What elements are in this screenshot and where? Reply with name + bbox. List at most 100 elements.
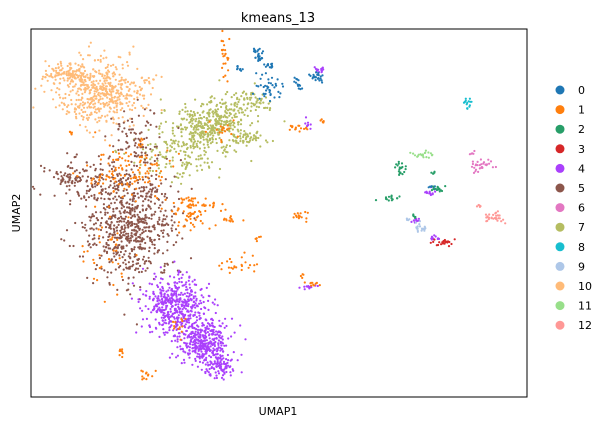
- point-7-2-34: [233, 93, 236, 96]
- point-4-0-348: [154, 295, 157, 298]
- point-5-0-637: [124, 263, 127, 266]
- point-7-0-236: [246, 114, 249, 117]
- point-5-0-503: [173, 205, 176, 208]
- point-5-0-1: [161, 220, 164, 223]
- point-7-2-28: [266, 106, 269, 109]
- point-4-1-47: [200, 368, 203, 371]
- point-5-0-619: [119, 219, 122, 222]
- point-1-0-113: [92, 177, 95, 180]
- point-5-0-530: [135, 323, 138, 326]
- point-7-1-44: [170, 181, 173, 184]
- point-2-0-18: [397, 162, 400, 165]
- point-5-0-460: [131, 229, 134, 232]
- point-5-0-181: [112, 207, 115, 211]
- point-10-0-78: [90, 81, 93, 84]
- point-0-1-1: [278, 96, 281, 99]
- point-10-0-436: [107, 76, 111, 79]
- point-7-1-100: [203, 133, 206, 136]
- point-4-1-137: [181, 347, 184, 350]
- point-1-0-112: [140, 137, 143, 140]
- point-7-2-57: [247, 102, 250, 105]
- point-1-0-64: [156, 197, 159, 200]
- point-1-0-119: [115, 158, 118, 161]
- point-7-1-102: [204, 151, 207, 154]
- point-5-0-466: [127, 267, 130, 270]
- point-10-0-273: [112, 110, 115, 113]
- point-7-1-43: [171, 159, 174, 162]
- point-4-1-28: [221, 322, 224, 325]
- point-5-0-410: [120, 235, 123, 238]
- point-1-0-109: [151, 163, 154, 166]
- point-10-0-337: [84, 110, 87, 113]
- point-1-5-0: [191, 212, 194, 215]
- point-10-0-257: [105, 119, 108, 122]
- point-7-2-30: [249, 109, 252, 112]
- point-5-0-498: [125, 179, 128, 182]
- point-6-0-19: [481, 166, 484, 169]
- point-5-0-479: [149, 200, 153, 203]
- point-7-2-74: [250, 102, 253, 105]
- point-7-0-184: [202, 138, 205, 141]
- point-5-0-110: [130, 216, 133, 219]
- point-10-0-499: [117, 89, 120, 92]
- point-5-0-46: [119, 212, 122, 215]
- point-1-0-31: [130, 193, 134, 196]
- point-4-1-118: [196, 352, 199, 355]
- point-7-0-296: [226, 120, 229, 124]
- point-5-0-563: [123, 313, 126, 316]
- point-12-0-25: [504, 222, 507, 225]
- point-4-1-378: [210, 329, 214, 332]
- point-3-0-18: [446, 241, 449, 244]
- point-4-0-417: [195, 299, 198, 302]
- point-7-0-370: [208, 112, 211, 115]
- point-5-1-48: [94, 175, 97, 178]
- point-5-3-10: [130, 117, 134, 120]
- point-4-0-426: [162, 323, 165, 326]
- point-5-0-645: [153, 202, 156, 205]
- point-4-1-328: [199, 335, 202, 338]
- point-4-0-8: [191, 343, 194, 346]
- point-0-1-18: [265, 89, 268, 92]
- point-4-1-108: [193, 342, 197, 345]
- point-11-0-16: [409, 151, 412, 154]
- legend-label-6: 6: [578, 202, 585, 215]
- point-10-0-399: [101, 73, 104, 76]
- point-1-15-9: [315, 281, 318, 284]
- point-3-0-15: [441, 242, 445, 245]
- point-5-0-324: [130, 160, 133, 163]
- point-1-1-50: [185, 219, 189, 222]
- point-5-0-687: [148, 205, 151, 208]
- point-1-1-18: [219, 209, 223, 212]
- point-4-1-106: [191, 363, 194, 366]
- point-10-0-513: [103, 74, 106, 77]
- point-10-0-101: [73, 110, 76, 113]
- point-1-4-3: [220, 138, 223, 142]
- point-4-0-406: [189, 309, 192, 312]
- point-7-1-115: [157, 167, 160, 170]
- point-7-0-315: [189, 110, 193, 113]
- point-7-0-330: [215, 104, 218, 108]
- point-7-0-48: [202, 126, 205, 130]
- point-7-1-103: [158, 151, 161, 154]
- point-5-0-602: [129, 209, 132, 212]
- point-10-0-254: [131, 104, 134, 107]
- point-4-1-366: [212, 331, 215, 334]
- point-11-0-17: [431, 153, 434, 156]
- point-0-4-9: [268, 66, 271, 69]
- point-10-0-439: [109, 84, 112, 87]
- point-4-3-11: [303, 288, 306, 291]
- point-5-0-239: [118, 254, 121, 257]
- point-5-0-443: [127, 277, 130, 280]
- point-5-1-58: [94, 185, 97, 188]
- point-5-0-487: [139, 286, 142, 289]
- point-7-2-64: [243, 98, 246, 101]
- point-10-0-475: [78, 87, 81, 90]
- point-1-1-55: [172, 201, 175, 205]
- point-10-0-460: [95, 71, 98, 74]
- point-4-0-449: [173, 284, 176, 287]
- point-4-1-84: [227, 337, 230, 340]
- point-7-1-32: [184, 154, 187, 157]
- point-10-0-242: [40, 84, 43, 87]
- point-5-0-609: [117, 189, 120, 192]
- point-7-0-293: [225, 146, 228, 149]
